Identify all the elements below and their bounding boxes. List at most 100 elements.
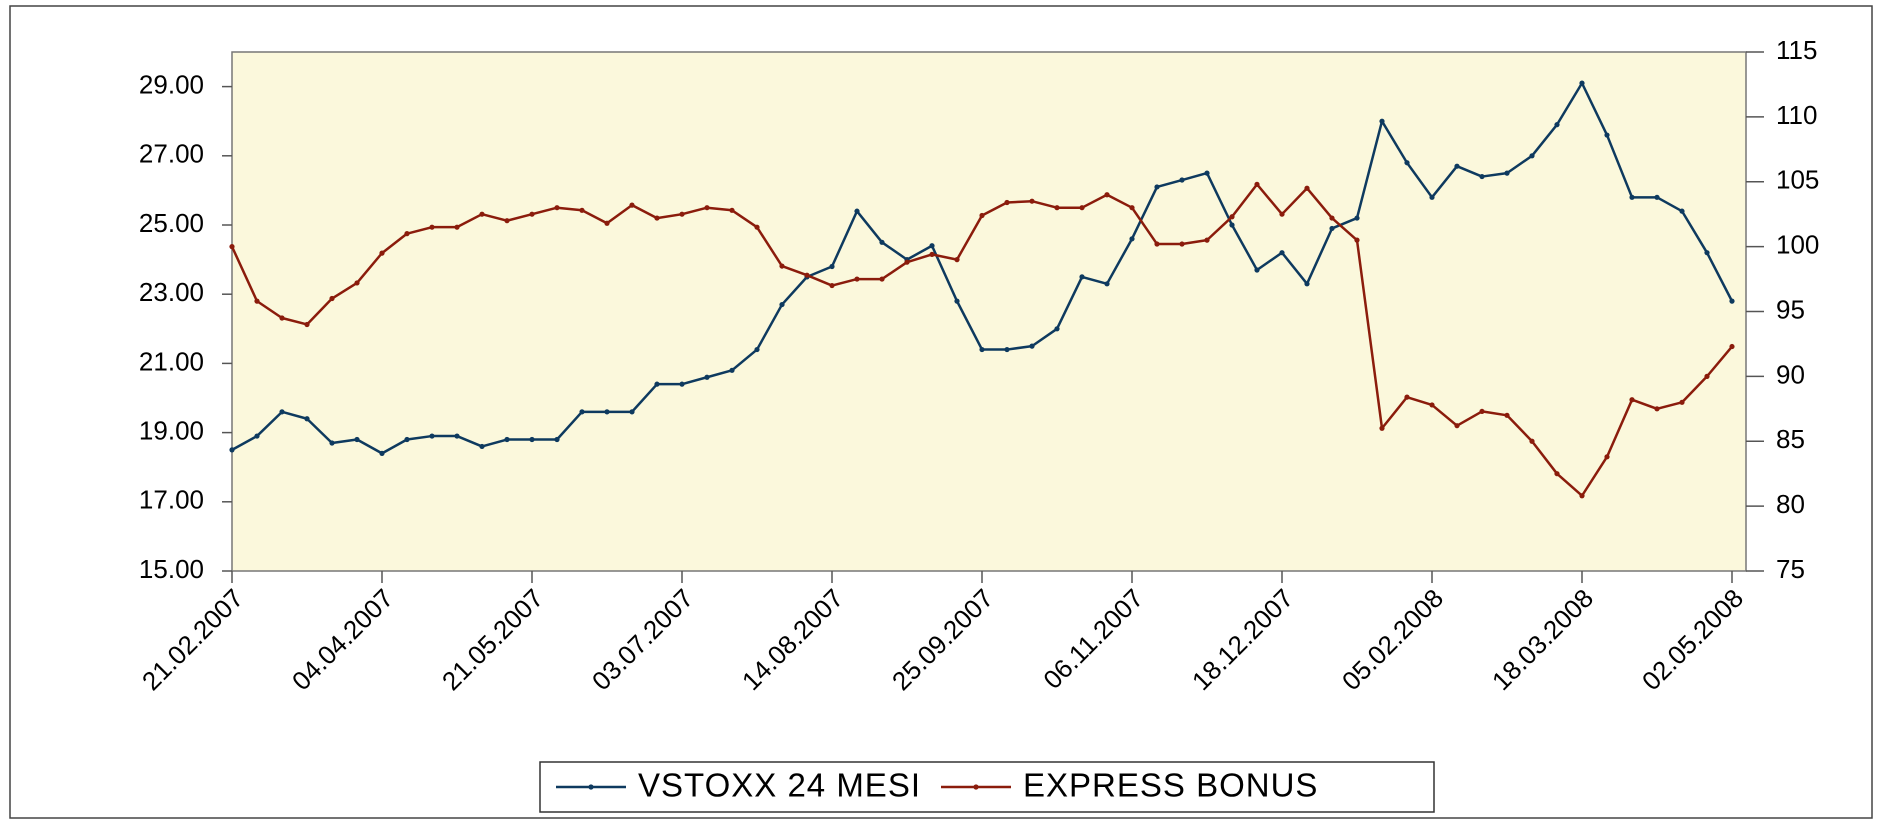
- data-point: [1079, 205, 1085, 211]
- data-point: [329, 295, 335, 302]
- data-point: [954, 257, 960, 263]
- data-point: [1179, 177, 1185, 183]
- data-point: [629, 409, 635, 415]
- data-point: [279, 409, 285, 415]
- data-point: [854, 208, 860, 214]
- data-point: [679, 211, 685, 217]
- data-point: [1054, 205, 1060, 211]
- y-tick-label: 19.00: [139, 415, 204, 445]
- y2-tick-label: 115: [1776, 35, 1817, 65]
- data-point: [879, 276, 885, 282]
- data-point: [404, 436, 410, 443]
- data-point: [1504, 170, 1510, 176]
- data-point: [1054, 326, 1060, 332]
- data-point: [1404, 394, 1410, 400]
- data-point: [779, 301, 785, 308]
- data-point: [379, 450, 385, 456]
- plot-area: [231, 51, 1747, 572]
- data-point: [1204, 237, 1210, 243]
- data-point: [529, 436, 535, 443]
- data-point: [254, 433, 260, 439]
- data-point: [1504, 412, 1510, 418]
- data-point: [1379, 425, 1385, 431]
- data-point: [1079, 274, 1085, 280]
- data-point: [704, 205, 710, 211]
- data-point: [1379, 118, 1385, 124]
- y-tick-label: 17.00: [139, 485, 204, 515]
- data-point: [1329, 215, 1335, 221]
- data-point: [579, 409, 585, 415]
- y2-tick-label: 90: [1776, 359, 1805, 389]
- data-point: [1529, 153, 1535, 159]
- data-point: [304, 416, 310, 422]
- data-point: [854, 276, 860, 282]
- data-point: [504, 218, 510, 224]
- legend-marker: [588, 784, 594, 790]
- data-point: [604, 409, 610, 415]
- data-point: [429, 224, 435, 230]
- legend-label: VSTOXX 24 MESI: [638, 767, 921, 804]
- data-point: [1279, 211, 1285, 217]
- data-point: [229, 244, 235, 250]
- data-point: [554, 436, 560, 443]
- data-point: [1479, 173, 1485, 180]
- data-point: [829, 282, 835, 289]
- data-point: [1429, 194, 1435, 200]
- data-point: [729, 367, 735, 373]
- y-tick-label: 21.00: [139, 346, 204, 376]
- data-point: [1604, 454, 1610, 460]
- data-point: [754, 224, 760, 230]
- data-point: [279, 315, 285, 321]
- data-point: [1654, 194, 1660, 200]
- data-point: [1704, 373, 1710, 379]
- data-point: [1304, 281, 1310, 287]
- y-tick-label: 15.00: [139, 554, 204, 584]
- data-point: [1304, 185, 1310, 191]
- data-point: [1254, 267, 1260, 273]
- data-point: [429, 433, 435, 439]
- data-point: [579, 207, 585, 213]
- data-point: [704, 374, 710, 380]
- data-point: [529, 211, 535, 217]
- data-point: [654, 215, 660, 221]
- data-point: [1679, 208, 1685, 214]
- data-point: [479, 211, 485, 217]
- data-point: [1554, 471, 1560, 477]
- data-point: [679, 381, 685, 387]
- data-point: [1279, 250, 1285, 256]
- data-point: [1404, 160, 1410, 166]
- data-point: [554, 205, 560, 211]
- data-point: [1579, 493, 1585, 499]
- data-point: [879, 239, 885, 245]
- data-point: [479, 443, 485, 450]
- data-point: [1704, 250, 1710, 256]
- data-point: [1729, 343, 1735, 350]
- data-point: [354, 436, 360, 443]
- y-tick-label: 25.00: [139, 208, 204, 238]
- data-point: [1004, 199, 1010, 206]
- data-point: [1354, 215, 1360, 221]
- data-point: [1104, 192, 1110, 198]
- data-point: [779, 263, 785, 269]
- y-tick-label: 29.00: [139, 69, 204, 99]
- data-point: [1154, 241, 1160, 247]
- data-point: [654, 381, 660, 387]
- data-point: [979, 212, 985, 219]
- data-point: [1529, 438, 1535, 444]
- data-point: [1629, 397, 1635, 403]
- data-point: [1154, 184, 1160, 190]
- data-point: [329, 440, 335, 446]
- data-point: [1654, 406, 1660, 412]
- data-point: [254, 298, 260, 304]
- data-point: [454, 224, 460, 230]
- legend-label: EXPRESS BONUS: [1023, 767, 1318, 804]
- y-tick-label: 27.00: [139, 139, 204, 169]
- data-point: [729, 207, 735, 213]
- data-point: [1629, 194, 1635, 200]
- data-point: [1354, 237, 1360, 243]
- y2-tick-label: 80: [1776, 489, 1805, 519]
- data-point: [1029, 198, 1035, 204]
- data-point: [354, 280, 360, 286]
- data-point: [1554, 122, 1560, 128]
